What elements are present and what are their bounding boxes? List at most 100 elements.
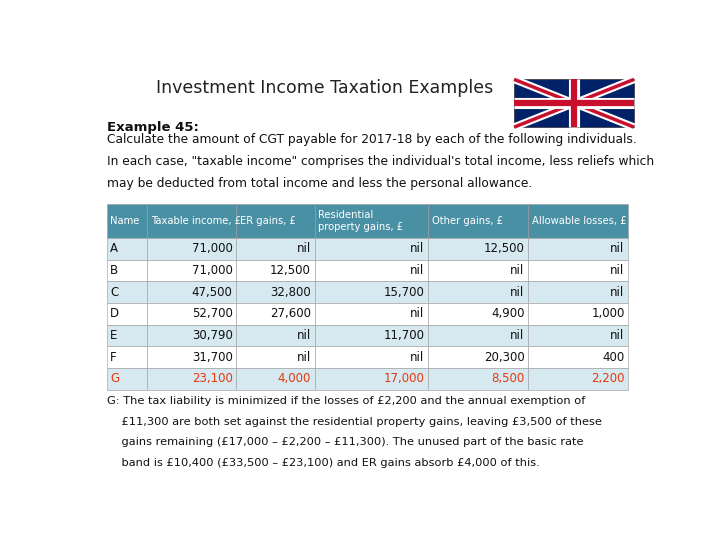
Bar: [528, 346, 629, 368]
Text: C: C: [110, 286, 118, 299]
Bar: [315, 260, 428, 281]
Text: 32,800: 32,800: [270, 286, 311, 299]
Text: 23,100: 23,100: [192, 372, 233, 385]
Text: nil: nil: [297, 329, 311, 342]
Bar: [528, 368, 629, 389]
Bar: [148, 204, 236, 238]
Bar: [428, 238, 528, 260]
Text: 4,000: 4,000: [278, 372, 311, 385]
Text: 1,000: 1,000: [591, 307, 624, 320]
Text: 30,790: 30,790: [192, 329, 233, 342]
Text: gains remaining (£17,000 – £2,200 – £11,300). The unused part of the basic rate: gains remaining (£17,000 – £2,200 – £11,…: [107, 437, 583, 447]
Bar: [107, 368, 148, 389]
Bar: [428, 303, 528, 325]
Text: 20,300: 20,300: [484, 350, 525, 363]
Text: 12,500: 12,500: [270, 264, 311, 277]
Text: 52,700: 52,700: [192, 307, 233, 320]
Text: nil: nil: [611, 286, 624, 299]
Text: 8,500: 8,500: [491, 372, 525, 385]
Bar: [236, 281, 315, 303]
Bar: [528, 238, 629, 260]
Text: ER gains, £: ER gains, £: [240, 216, 296, 226]
Bar: [236, 204, 315, 238]
Bar: [315, 346, 428, 368]
Bar: [236, 325, 315, 346]
Bar: [107, 346, 148, 368]
Text: nil: nil: [410, 350, 425, 363]
Bar: [428, 368, 528, 389]
Bar: [315, 368, 428, 389]
Bar: [148, 303, 236, 325]
Bar: [428, 260, 528, 281]
Text: nil: nil: [611, 329, 624, 342]
Bar: [236, 346, 315, 368]
Bar: [315, 281, 428, 303]
Text: Example 45:: Example 45:: [107, 121, 199, 134]
Text: nil: nil: [611, 242, 624, 255]
Bar: [528, 281, 629, 303]
Text: B: B: [110, 264, 118, 277]
Bar: [107, 260, 148, 281]
Text: 11,700: 11,700: [384, 329, 425, 342]
Bar: [107, 325, 148, 346]
Text: Residential
property gains, £: Residential property gains, £: [318, 211, 403, 232]
Text: 4,900: 4,900: [491, 307, 525, 320]
Bar: [107, 303, 148, 325]
Text: nil: nil: [297, 350, 311, 363]
Text: £11,300 are both set against the residential property gains, leaving £3,500 of t: £11,300 are both set against the residen…: [107, 416, 602, 427]
Bar: [236, 238, 315, 260]
Text: 15,700: 15,700: [384, 286, 425, 299]
Text: nil: nil: [510, 329, 525, 342]
Text: 17,000: 17,000: [384, 372, 425, 385]
Text: 2,200: 2,200: [591, 372, 624, 385]
Text: E: E: [110, 329, 117, 342]
Bar: [148, 346, 236, 368]
Bar: [514, 79, 634, 127]
Bar: [315, 238, 428, 260]
Text: Allowable losses, £: Allowable losses, £: [532, 216, 626, 226]
Bar: [148, 368, 236, 389]
Bar: [528, 325, 629, 346]
Text: nil: nil: [297, 242, 311, 255]
Bar: [148, 260, 236, 281]
Bar: [428, 204, 528, 238]
Text: 71,000: 71,000: [192, 242, 233, 255]
Text: Investment Income Taxation Examples: Investment Income Taxation Examples: [156, 79, 493, 97]
Bar: [107, 204, 148, 238]
Bar: [528, 204, 629, 238]
Text: A: A: [110, 242, 118, 255]
Bar: [315, 303, 428, 325]
Bar: [528, 303, 629, 325]
Text: 47,500: 47,500: [192, 286, 233, 299]
Text: G: G: [110, 372, 120, 385]
Bar: [428, 325, 528, 346]
Text: G: The tax liability is minimized if the losses of £2,200 and the annual exempti: G: The tax liability is minimized if the…: [107, 396, 585, 406]
Text: 12,500: 12,500: [484, 242, 525, 255]
Bar: [428, 281, 528, 303]
Bar: [315, 204, 428, 238]
Text: nil: nil: [410, 242, 425, 255]
Bar: [148, 325, 236, 346]
Text: 31,700: 31,700: [192, 350, 233, 363]
Text: 27,600: 27,600: [270, 307, 311, 320]
Text: nil: nil: [410, 307, 425, 320]
Bar: [236, 303, 315, 325]
Text: nil: nil: [510, 286, 525, 299]
Text: Taxable income, £: Taxable income, £: [150, 216, 240, 226]
Bar: [236, 260, 315, 281]
Text: 71,000: 71,000: [192, 264, 233, 277]
Text: nil: nil: [410, 264, 425, 277]
Bar: [236, 368, 315, 389]
Text: may be deducted from total income and less the personal allowance.: may be deducted from total income and le…: [107, 177, 532, 190]
Bar: [315, 325, 428, 346]
Text: D: D: [110, 307, 120, 320]
Text: In each case, "taxable income" comprises the individual's total income, less rel: In each case, "taxable income" comprises…: [107, 155, 654, 168]
Text: 400: 400: [603, 350, 624, 363]
Bar: [528, 260, 629, 281]
Bar: [428, 346, 528, 368]
Bar: [148, 238, 236, 260]
Text: nil: nil: [510, 264, 525, 277]
Text: Calculate the amount of CGT payable for 2017-18 by each of the following individ: Calculate the amount of CGT payable for …: [107, 133, 636, 146]
Bar: [107, 238, 148, 260]
Text: Other gains, £: Other gains, £: [432, 216, 503, 226]
